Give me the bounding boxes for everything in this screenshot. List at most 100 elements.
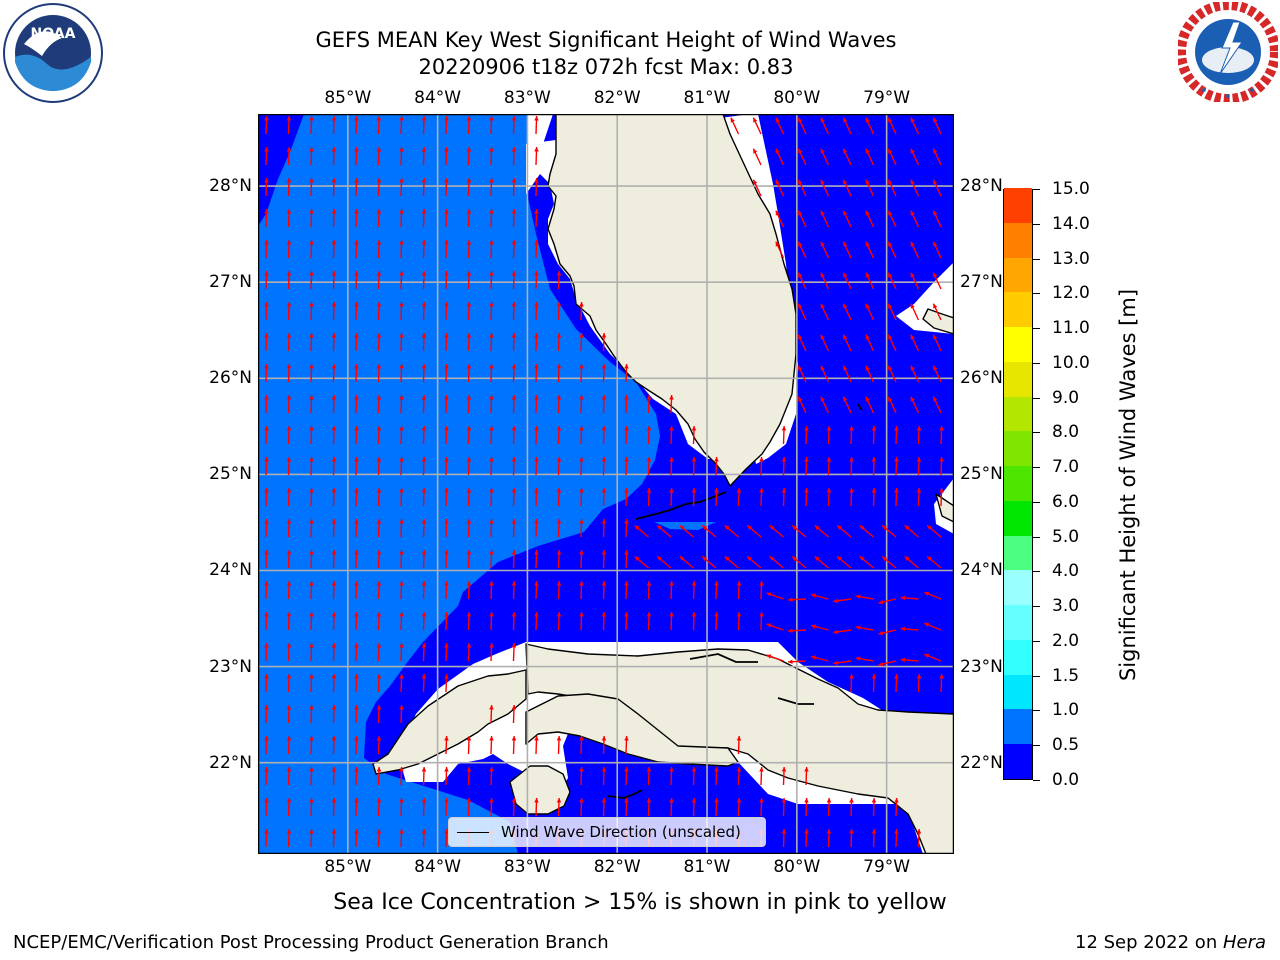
wind-arrow-head (354, 798, 359, 803)
wind-arrow-head (804, 488, 809, 493)
wind-arrow-head (759, 767, 764, 772)
wind-arrow-head (511, 240, 517, 245)
wind-arrow-head (376, 674, 382, 679)
lat-tick-label: 27°N (960, 272, 1003, 293)
wind-arrow-head (669, 488, 674, 493)
wind-arrow-head (264, 147, 269, 152)
wind-arrow-head (646, 612, 652, 617)
wind-arrow-head (775, 148, 780, 154)
wind-arrow-head (871, 488, 877, 493)
wind-arrow-head (888, 303, 893, 309)
wind-arrow-head (444, 519, 449, 524)
wind-arrow-head (924, 591, 930, 597)
wind-arrow-head (534, 798, 539, 803)
wind-arrow-head (871, 798, 877, 803)
wind-arrow-head (264, 612, 269, 617)
wind-arrow-head (939, 488, 944, 493)
wind-arrow-head (354, 395, 359, 400)
wind-arrow-head (376, 736, 382, 741)
colorbar-band (1004, 396, 1032, 432)
wind-arrow-head (798, 272, 803, 278)
wind-arrow-head (309, 488, 314, 493)
wind-arrow-head (865, 179, 870, 185)
wind-arrow-head (826, 829, 832, 834)
wind-arrow-head (820, 117, 825, 123)
lon-tick-label: 84°W (414, 88, 462, 108)
wind-arrow-head (601, 736, 607, 741)
wind-arrow-head (376, 302, 382, 307)
colorbar-tick-label: 10.0 (1052, 352, 1090, 373)
wind-arrow-head (376, 395, 382, 400)
wave-band-0.5-1.0-patch (654, 522, 716, 530)
wind-arrow-head (309, 581, 314, 586)
wind-arrow-head (286, 519, 292, 524)
wind-arrow-head (421, 519, 427, 524)
wind-arrow-head (264, 550, 269, 555)
wind-arrow-head (421, 395, 427, 400)
wind-arrow-head (466, 581, 472, 586)
lat-tick-label: 26°N (209, 368, 252, 389)
wind-arrow-head (286, 736, 292, 741)
wind-arrow-head (466, 519, 472, 524)
colorbar-band (1004, 743, 1032, 779)
wind-arrow-head (804, 767, 809, 772)
wind-arrow-head (444, 333, 449, 338)
wind-arrow-head (888, 334, 893, 340)
wind-arrow-head (354, 457, 359, 462)
lon-tick-label: 85°W (324, 88, 372, 108)
wind-arrow-head (376, 705, 382, 710)
lon-tick-label: 85°W (324, 857, 372, 877)
colorbar-tick-mark (1033, 606, 1040, 608)
wind-arrow-head (376, 147, 382, 152)
wind-arrow-head (309, 829, 314, 834)
wind-arrow-head (933, 117, 938, 123)
wind-arrow-head (579, 519, 584, 524)
wind-arrow-head (865, 272, 870, 278)
wind-arrow-head (646, 581, 652, 586)
lat-tick-label: 24°N (960, 560, 1003, 581)
wind-arrow-head (624, 364, 629, 369)
wind-arrow-head (679, 556, 685, 562)
wind-arrow-head (691, 612, 697, 617)
wind-arrow-head (747, 556, 753, 562)
wind-arrow-head (286, 302, 292, 307)
wind-arrow-head (309, 333, 314, 338)
wind-arrow-head (534, 116, 539, 121)
wind-arrow-head (865, 303, 870, 309)
wind-arrow-head (579, 426, 584, 431)
lon-tick-label: 80°W (773, 857, 821, 877)
florida-peninsula (547, 114, 797, 487)
wind-arrow-head (376, 519, 382, 524)
wind-arrow-head (781, 426, 787, 431)
wind-arrow-head (859, 556, 865, 562)
wind-arrow-head (309, 116, 314, 121)
colorbar-band (1004, 535, 1032, 571)
wind-arrow-head (904, 556, 910, 562)
wind-arrow-head (489, 550, 494, 555)
wind-arrow-head (264, 643, 269, 648)
wind-arrow-head (894, 488, 899, 493)
wind-arrow-head (331, 767, 337, 772)
wind-arrow-head (286, 612, 292, 617)
wind-arrow-head (804, 426, 809, 431)
wind-arrow-head (939, 426, 944, 431)
wind-arrow-head (579, 612, 584, 617)
wind-arrow-head (331, 178, 337, 183)
wind-arrow-head (916, 674, 922, 679)
wind-arrow-head (376, 767, 382, 772)
wind-arrow-head (399, 426, 404, 431)
wind-arrow-head (865, 334, 870, 340)
wind-arrow-head (669, 581, 674, 586)
wind-arrow-head (421, 488, 427, 493)
wind-arrow-head (331, 209, 337, 214)
colorbar-tick-mark (1033, 189, 1040, 190)
colorbar-tick-mark (1033, 293, 1040, 295)
wind-arrow-head (579, 550, 584, 555)
wind-arrow-head (376, 209, 382, 214)
wind-arrow-head (556, 395, 562, 400)
wind-arrow-head (759, 457, 764, 462)
wind-arrow-head (878, 599, 884, 605)
wind-arrow-head (399, 209, 404, 214)
wind-arrow-head (331, 147, 337, 152)
wind-arrow-head (264, 364, 269, 369)
